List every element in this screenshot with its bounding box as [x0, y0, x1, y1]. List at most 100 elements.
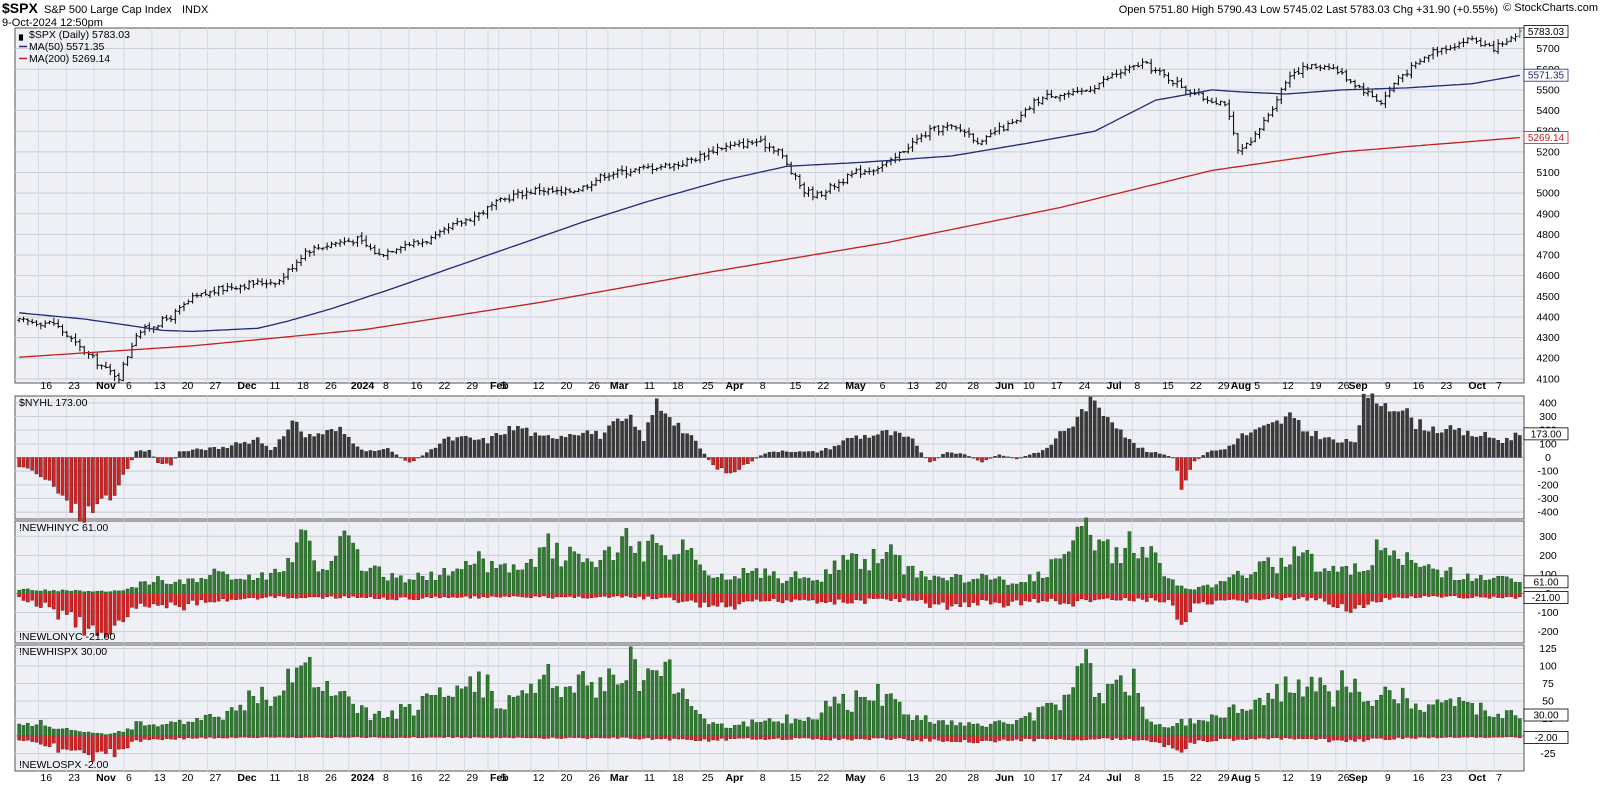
hist-bar-positive: [78, 731, 82, 737]
hist-bar: [1426, 431, 1431, 458]
hist-bar-positive: [689, 548, 694, 594]
hist-bar-positive: [529, 559, 533, 594]
hist-bar-positive: [741, 721, 746, 737]
ohlc-bar: [1157, 67, 1162, 76]
hist-bar: [1214, 450, 1218, 458]
ohlc-bar: [594, 177, 599, 187]
hist-bar-positive: [355, 713, 360, 737]
ohlc-bar: [1326, 63, 1331, 71]
hist-bar-negative: [1153, 593, 1158, 601]
hist-bar-negative: [1192, 593, 1197, 604]
hist-bar-negative: [26, 593, 30, 603]
hist-bar-positive: [1296, 556, 1301, 594]
hist-bar-positive: [746, 726, 750, 737]
ohlc-bar: [1348, 79, 1353, 84]
hist-bar-positive: [1309, 553, 1314, 594]
hist-bar-positive: [693, 710, 698, 737]
hist-bar-positive: [438, 687, 442, 737]
ohlc-bar: [359, 232, 364, 245]
hist-bar-positive: [407, 704, 412, 737]
hist-bar: [446, 436, 451, 458]
hist-bar-positive: [1270, 566, 1275, 594]
hist-bar-positive: [1492, 577, 1496, 594]
hist-bar: [693, 440, 698, 458]
hist-bar: [602, 432, 607, 458]
hist-bar-negative: [867, 593, 872, 599]
hist-bar-negative: [1058, 735, 1062, 739]
hist-bar-positive: [364, 707, 368, 737]
hist-bar-negative: [1097, 735, 1101, 739]
hist-bar: [1227, 445, 1232, 458]
hist-bar-negative: [1214, 735, 1218, 742]
hist-bar-positive: [1236, 570, 1240, 594]
hist-bar-positive: [277, 695, 282, 737]
hist-bar-negative: [1093, 735, 1097, 740]
hist-bar-negative: [503, 593, 507, 597]
x-tick-label: 10: [1023, 380, 1035, 392]
hist-bar-negative: [1132, 735, 1136, 741]
hist-bar: [906, 436, 911, 458]
hist-bar-negative: [1188, 735, 1192, 743]
hist-bar: [997, 454, 1002, 458]
hist-bar-negative: [1106, 593, 1110, 599]
hist-bar-positive: [182, 724, 186, 737]
open-value: 5751.80: [1149, 4, 1189, 16]
hist-bar-positive: [780, 583, 785, 594]
x-tick-label: 12: [533, 772, 545, 784]
hist-bar-negative: [117, 593, 121, 621]
hist-bar-positive: [377, 711, 381, 737]
tag-text: 61.00: [1533, 577, 1558, 588]
hist-bar-positive: [785, 580, 789, 594]
hist-bar-negative: [607, 735, 611, 739]
hist-bar-negative: [30, 593, 34, 601]
hist-bar-positive: [1014, 720, 1019, 737]
hist-bar: [1379, 406, 1383, 458]
hist-bar-negative: [91, 735, 95, 762]
hist-bar: [477, 439, 481, 458]
hist-bar-negative: [117, 735, 121, 750]
hist-bar-positive: [381, 718, 386, 737]
hist-bar-negative: [663, 593, 668, 598]
ohlc-bar: [862, 169, 867, 176]
hist-bar-positive: [1348, 574, 1353, 594]
x-tick-label: 8: [760, 772, 766, 784]
hist-bar: [1448, 425, 1453, 458]
x-tick-label: 22: [818, 772, 830, 784]
hist-bar-positive: [373, 713, 377, 737]
hist-bar-positive: [1218, 581, 1223, 594]
hist-bar: [125, 457, 130, 469]
hist-bar-negative: [633, 593, 637, 598]
hist-bar-positive: [1301, 696, 1305, 737]
hist-bar-negative: [1322, 593, 1327, 602]
hist-bar-negative: [1353, 735, 1357, 742]
hist-bar-positive: [1075, 526, 1080, 594]
hist-bar-positive: [537, 679, 542, 737]
y-tick-label: 400: [1539, 397, 1557, 409]
ohlc-bar: [1274, 96, 1279, 112]
hist-bar-positive: [186, 721, 191, 737]
ohlc-bar: [1422, 56, 1427, 63]
ohlc-bar: [923, 131, 928, 139]
hist-bar: [438, 443, 442, 458]
hist-bar-negative: [334, 593, 338, 599]
hist-bar-negative: [1114, 735, 1119, 739]
hist-bar: [238, 443, 243, 458]
hist-bar-positive: [1305, 686, 1310, 737]
ohlc-bar: [984, 135, 989, 145]
hist-bar-positive: [646, 540, 650, 594]
last-value-tag: 5783.03: [1523, 25, 1569, 38]
ohlc-bar: [810, 186, 815, 201]
hist-bar-negative: [698, 735, 702, 741]
hist-bar-negative: [958, 735, 963, 743]
hist-bar-negative: [1227, 593, 1232, 600]
hist-bar-negative: [945, 735, 950, 742]
hist-bar-positive: [108, 733, 113, 737]
hist-bar-positive: [203, 714, 208, 737]
hist-bar: [347, 436, 351, 458]
ohlc-bar: [702, 152, 707, 161]
hist-bar-negative: [286, 593, 290, 599]
ohlc-bar: [286, 267, 291, 280]
hist-bar-negative: [73, 735, 78, 751]
ohlc-bar: [611, 171, 616, 180]
hist-bar-negative: [984, 593, 989, 601]
